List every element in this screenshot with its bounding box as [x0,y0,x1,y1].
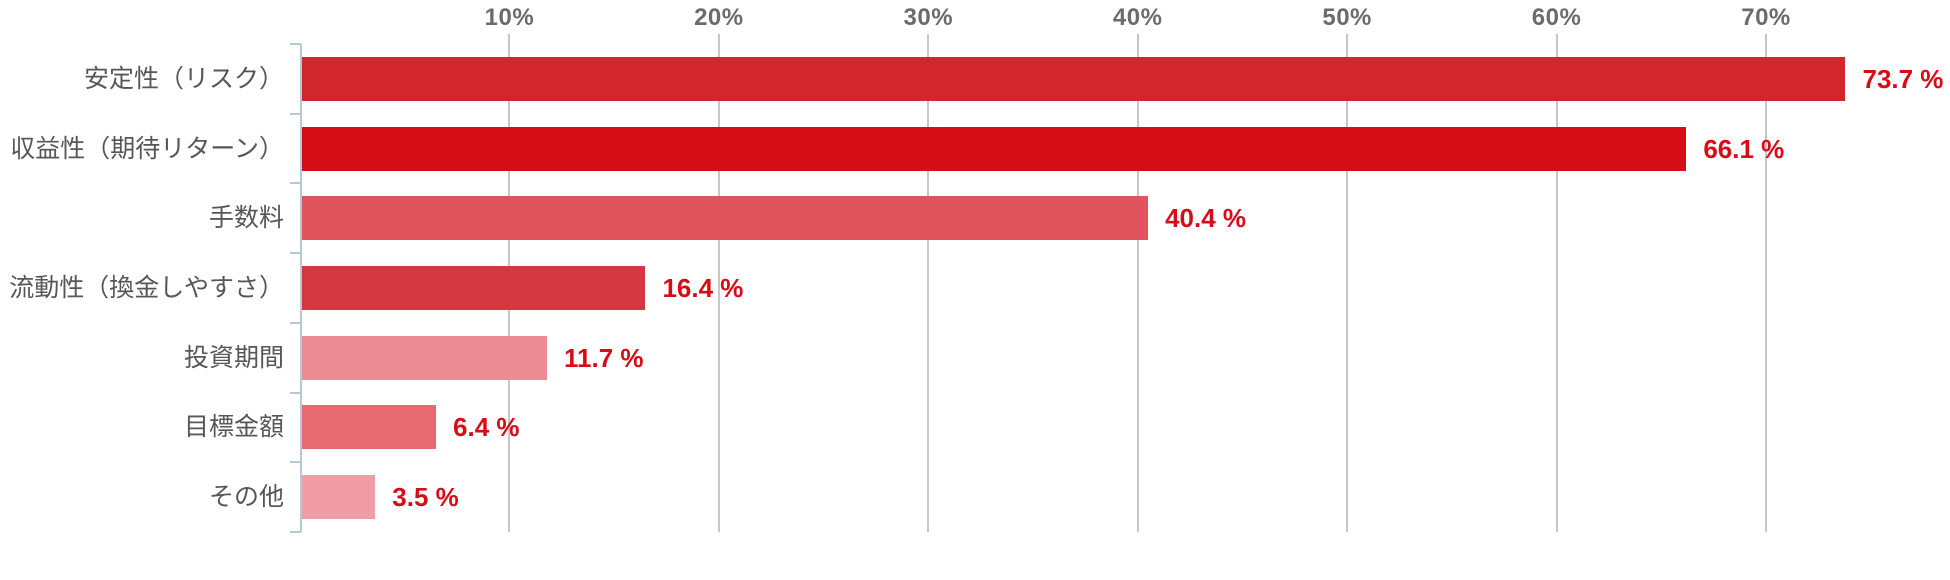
x-tick-label: 20% [694,4,744,31]
value-label: 66.1 % [1703,133,1785,164]
category-label: 目標金額 [183,413,284,442]
bar [302,405,437,450]
y-axis-line [300,44,302,532]
value-label: 16.4 % [662,273,744,303]
value-label: 6.4 % [453,412,520,443]
bar [302,475,376,520]
gridline [927,34,930,532]
category-label: 安定性（リスク） [83,64,284,93]
axis-tick [290,252,301,255]
bar [302,126,1687,171]
x-tick-label: 10% [484,4,535,31]
x-tick-label: 60% [1531,4,1582,31]
gridline [1136,34,1139,532]
category-label: 投資期間 [183,343,284,372]
axis-tick [290,182,301,185]
gridline [1765,34,1767,532]
axis-tick [290,531,301,533]
bar [302,56,1846,101]
x-tick-label: 30% [903,4,954,31]
axis-tick [290,391,301,394]
axis-tick [290,112,301,115]
value-label: 40.4 % [1165,203,1247,234]
category-label: 収益性（期待リターン） [10,134,284,163]
bar [302,196,1149,241]
value-label: 3.5 % [392,482,459,513]
category-label: 流動性（換金しやすさ） [9,274,284,302]
x-tick-label: 70% [1741,4,1791,31]
x-tick-label: 40% [1112,4,1163,31]
value-label: 11.7 % [564,342,644,373]
gridline [1555,34,1558,532]
axis-tick [290,321,301,324]
x-tick-label: 50% [1322,4,1372,31]
axis-tick [290,461,301,464]
gridline [717,34,720,532]
bar [302,266,646,310]
bar [302,335,548,380]
gridline [1346,34,1349,532]
category-label: 手数料 [208,204,284,233]
axis-tick [290,43,301,45]
category-label: その他 [208,483,284,512]
value-label: 73.7 % [1862,63,1944,94]
